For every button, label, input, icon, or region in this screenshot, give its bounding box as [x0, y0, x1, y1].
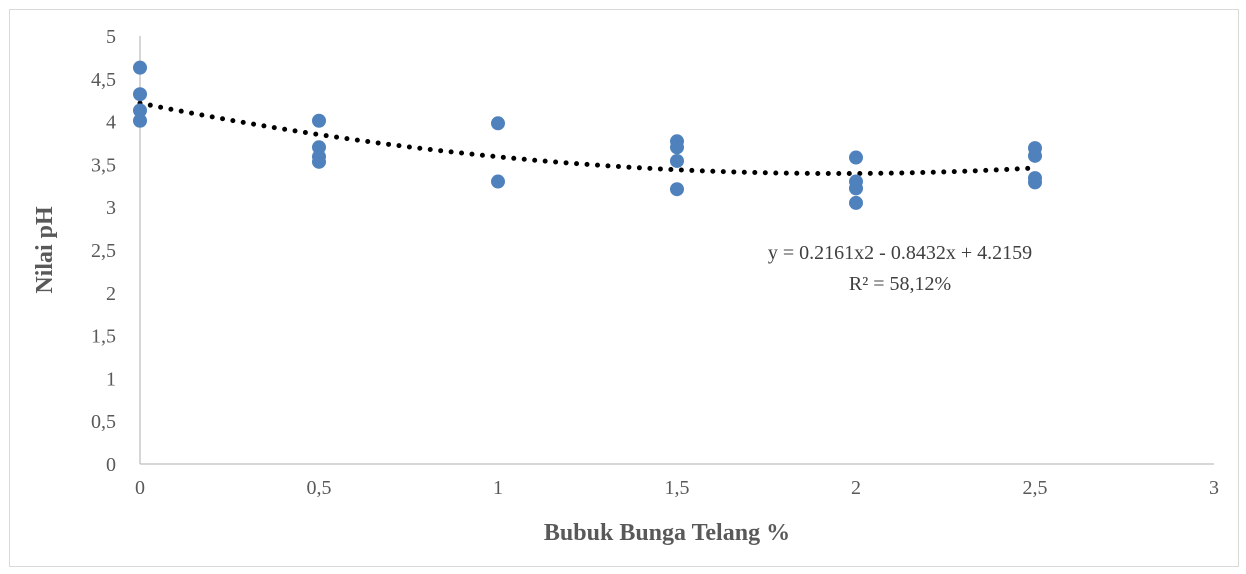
y-tick-label: 2,5 [91, 240, 116, 262]
chart-area [9, 9, 1239, 567]
x-axis-title: Bubuk Bunga Telang % [544, 520, 790, 546]
x-tick-label: 0,5 [307, 477, 332, 499]
data-point [670, 153, 684, 168]
trendline-equation: y = 0.2161x2 - 0.8432x + 4.2159 [768, 242, 1032, 264]
data-point [1028, 175, 1042, 190]
data-point [849, 181, 863, 196]
trendline-path [137, 100, 1038, 177]
data-point [1028, 148, 1042, 163]
data-point [133, 103, 147, 118]
x-tick-label: 1 [493, 477, 503, 499]
data-point [133, 60, 147, 75]
y-tick-label: 3 [106, 197, 116, 219]
data-point [312, 113, 326, 128]
y-tick-labels: 0 0,5 1 1,5 2 2,5 3 3,5 4 4,5 5 [91, 26, 116, 476]
axes [139, 36, 1214, 465]
y-tick-label: 4,5 [91, 69, 116, 91]
x-tick-label: 3 [1209, 477, 1219, 499]
x-tick-label: 0 [135, 477, 145, 499]
trendline [137, 100, 1038, 177]
data-point [849, 195, 863, 210]
y-tick-label: 5 [106, 26, 116, 48]
x-tick-labels: 0 0,5 1 1,5 2 2,5 3 [135, 477, 1219, 499]
y-tick-label: 0 [106, 454, 116, 476]
data-point [312, 154, 326, 169]
data-points [133, 60, 1042, 210]
y-tick-label: 0,5 [91, 411, 116, 433]
y-tick-label: 1 [106, 368, 116, 390]
x-tick-label: 2 [851, 477, 861, 499]
y-tick-label: 4 [106, 112, 116, 134]
data-point [849, 150, 863, 165]
y-tick-label: 2 [106, 283, 116, 305]
y-tick-label: 1,5 [91, 326, 116, 348]
data-point [133, 87, 147, 102]
trendline-r-squared: R² = 58,12% [849, 273, 951, 295]
data-point [491, 116, 505, 131]
data-point [491, 174, 505, 189]
y-tick-label: 3,5 [91, 154, 116, 176]
data-point [670, 182, 684, 197]
x-tick-label: 1,5 [665, 477, 690, 499]
data-point [670, 140, 684, 155]
data-point [133, 113, 147, 128]
x-tick-label: 2,5 [1023, 477, 1048, 499]
y-axis-title: Nilai pH [32, 206, 58, 294]
